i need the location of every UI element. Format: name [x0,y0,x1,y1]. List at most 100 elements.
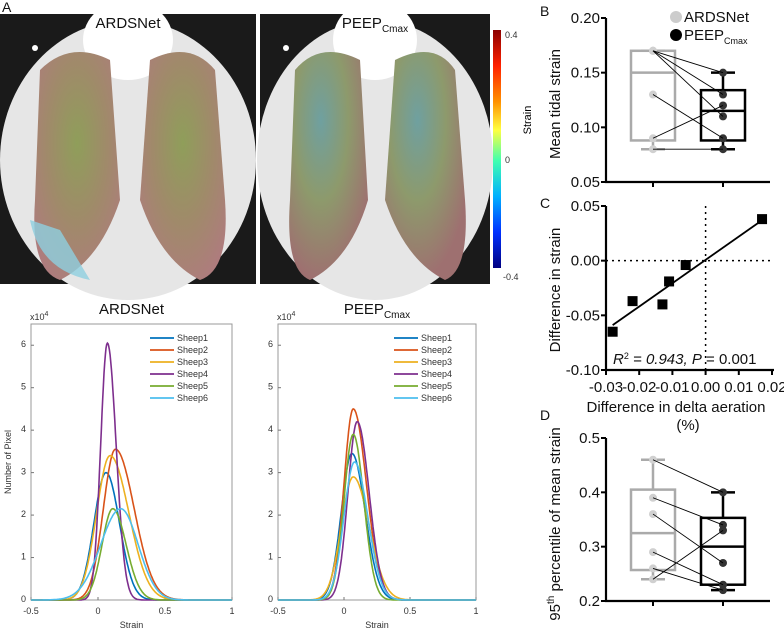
y-tick-label: 0.15 [571,65,600,82]
y-axis-label: 95th percentile of mean strain [546,427,564,620]
x-axis-label-line2: (%) [676,417,699,434]
chart-title: PEEPCmax [344,301,410,321]
y-tick-label: 1 [268,552,273,562]
x-axis-label: Strain [120,620,144,630]
colorbar-mid: 0 [505,155,510,165]
x-tick-label: 0.01 [724,379,753,396]
ylabel-sup: th [546,596,557,604]
x-tick-label: 1 [229,606,234,616]
y-axis-label: Difference in strain [547,228,564,353]
y-tick-label: 0.3 [579,539,600,556]
legend-label: Sheep6 [421,393,452,403]
x-tick-label: 1 [473,606,478,616]
x-tick-label: 0.5 [404,606,417,616]
legend-main: PEEP [684,27,724,44]
ct-image-peep-cmax: PEEPCmax [257,0,493,300]
x-tick-label: 0.02 [757,379,784,396]
x-tick-label: 0 [341,606,346,616]
x-tick-label: -0.5 [270,606,286,616]
ct-image-ardsnet: ARDSNet [0,0,256,300]
x-tick-label: 0.5 [159,606,172,616]
y-tick-label: 0.5 [579,430,600,447]
y-axis-label: Mean tidal strain [547,49,564,159]
panel-label-b: B [540,3,549,19]
y-tick-label: 2 [268,509,273,519]
y-tick-label: 5 [268,382,273,392]
data-point [657,299,668,310]
r2-label: R [613,351,624,368]
x-tick-label: 0.00 [691,379,720,396]
y-tick-label: 0.2 [579,593,600,610]
legend-label-peep-cmax: PEEPCmax [684,27,748,46]
colorbar-min: -0.4 [503,272,519,282]
panel-label-c: C [540,195,550,211]
y-tick-label: 3 [268,467,273,477]
legend-label: Sheep4 [421,369,452,379]
panel-label-d: D [540,407,550,423]
x-axis-label-line1: Difference in delta aeration [586,399,765,416]
data-point [627,296,638,307]
regression-annotation: R2 = 0.943, P = 0.001 [613,351,756,368]
plot-frame [30,323,233,601]
box-plot-95th-percentile: 0.2 0.3 0.4 0.5 95th percentile of mean stra… [546,427,770,621]
pair-line [652,50,724,117]
y-scale-exp: 4 [292,311,296,318]
colorbar-max: 0.4 [505,30,518,40]
title-main: PEEP [344,301,384,318]
legend-label: Sheep2 [177,345,208,355]
y-tick-label: 0 [21,594,26,604]
data-point [680,260,691,271]
ylabel-post: percentile of mean strain [547,427,564,595]
y-tick-label: 6 [21,339,26,349]
strain-colorbar: 0.4 0 -0.4 Strain [493,30,534,282]
legend-label: Sheep5 [421,381,452,391]
x-axis-label: Strain [365,620,389,630]
x-tick-label: -0.03 [589,379,623,396]
y-tick-label: 0 [268,594,273,604]
y-scale-base: x10 [277,312,292,322]
y-tick-label: 0.00 [571,253,600,270]
regression-line [612,219,763,326]
pair-line [652,50,724,95]
legend-label: Sheep1 [421,333,452,343]
y-tick-label: 2 [21,509,26,519]
pair-line [652,551,724,586]
y-tick-label: 0.05 [571,174,600,191]
y-tick-label: 6 [268,339,273,349]
panel-label-a: A [2,0,12,15]
image-title-ardsnet: ARDSNet [95,15,161,32]
pair-line [652,459,724,493]
legend-label: Sheep1 [177,333,208,343]
data-point [664,276,675,287]
y-scale-label: x104 [30,311,49,322]
legend-label: Sheep6 [177,393,208,403]
histogram-peep-cmax: -0.5 0 0.5 10123456x104StrainPEEPCmaxSheep1… [268,301,479,630]
y-tick-label: -0.10 [566,362,600,379]
r2-text: = 0.943, [629,351,692,368]
y-tick-label: 0.4 [579,484,600,501]
ylabel-pre: 95 [547,604,564,621]
pair-line [652,94,724,139]
legend-sub: Cmax [724,36,748,46]
y-tick-label: 4 [268,424,273,434]
pair-line [652,497,724,526]
y-scale-base: x10 [30,312,45,322]
legend-marker-ardsnet [670,11,682,23]
box-plot-mean-tidal-strain: 0.05 0.10 0.15 0.20 Mean tidal strain ARDSNet… [547,9,770,191]
legend-label: Sheep2 [421,345,452,355]
legend-label: Sheep5 [177,381,208,391]
r2-exp: 2 [624,351,629,361]
y-tick-label: 0.20 [571,10,600,27]
legend-label: Sheep3 [421,357,452,367]
image-title-peep-cmax: PEEPCmax [342,15,408,35]
x-tick-label: -0.01 [655,379,689,396]
colorbar-label: Strain [522,106,534,135]
y-scale-label: x104 [277,311,296,322]
y-tick-label: 5 [21,382,26,392]
box-iqr [629,488,677,572]
x-tick-label: -0.02 [622,379,656,396]
y-axis-label: Number of Pixel [3,430,13,494]
series-line-sheep6 [31,507,232,601]
